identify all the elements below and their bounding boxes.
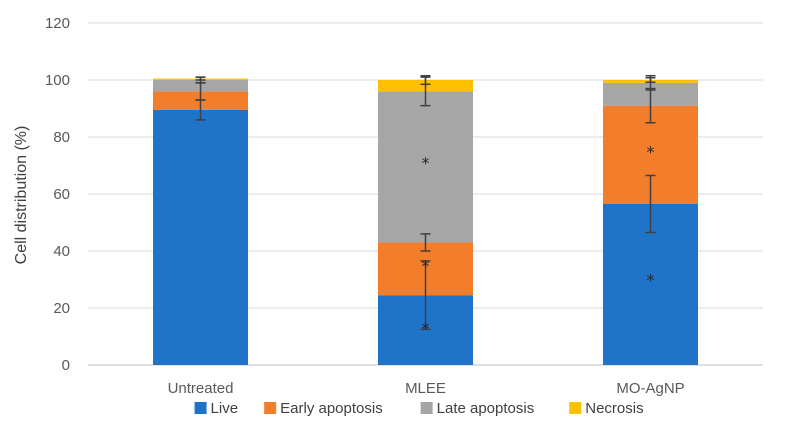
y-axis-title: Cell distribution (%) [13,126,30,265]
legend-swatch [569,402,582,414]
legend-swatch [194,402,207,414]
x-tick-label: Untreated [168,380,234,397]
y-tick-label: 100 [45,72,70,89]
legend-swatch [264,402,277,414]
significance-star: * [647,142,655,161]
significance-star: * [422,256,430,275]
significance-star: * [647,271,655,290]
legend: Live Early apoptosis Late apoptosis Necrosi… [194,400,644,417]
legend-label: Necrosis [585,400,643,417]
legend-label: Live [211,400,239,417]
bar-segment [153,109,248,365]
x-tick-label: MLEE [405,380,446,397]
x-tick-label: MO-AgNP [616,380,684,397]
y-tick-label: 80 [53,129,70,146]
legend-label: Early apoptosis [280,400,383,417]
y-tick-label: 20 [53,300,70,317]
significance-markers: * * * * * [422,142,655,338]
x-axis-ticks: Untreated MLEE MO-AgNP [168,380,685,397]
significance-star: * [422,154,430,173]
y-tick-label: 0 [62,357,70,374]
y-tick-label: 120 [45,15,70,32]
y-axis-ticks: 0 20 40 60 80 100 120 [45,15,70,374]
legend-label: Late apoptosis [437,400,535,417]
significance-star: * [422,319,430,338]
bar-segment [378,91,473,243]
error-bars [195,74,656,331]
legend-swatch [420,402,433,414]
y-tick-label: 60 [53,186,70,203]
y-tick-label: 40 [53,243,70,260]
